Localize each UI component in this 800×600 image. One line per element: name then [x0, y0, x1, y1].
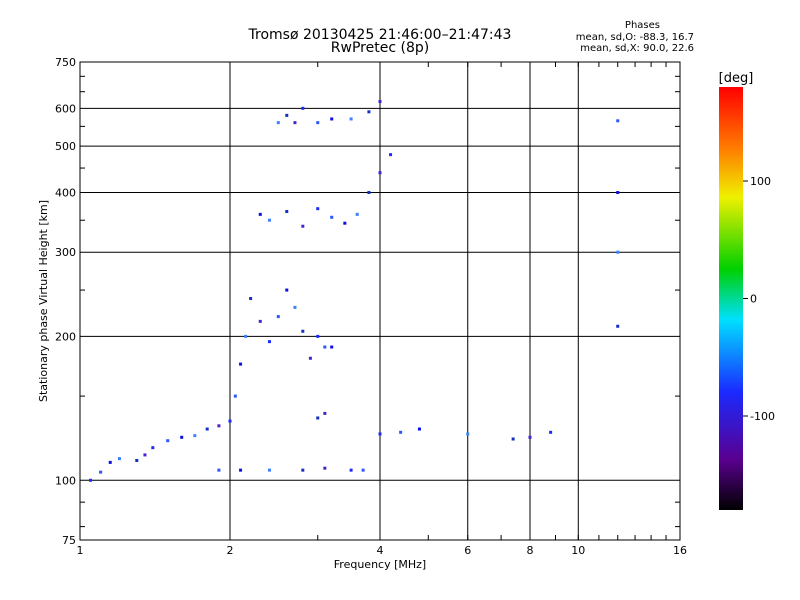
grid-lines	[80, 62, 680, 540]
y-tick-label: 600	[55, 102, 76, 115]
data-point	[355, 212, 359, 216]
x-axis-label: Frequency [MHz]	[334, 558, 426, 571]
data-point	[108, 460, 112, 464]
data-point	[316, 334, 320, 338]
data-point	[349, 468, 353, 472]
data-point	[308, 356, 312, 360]
data-point	[293, 121, 297, 125]
data-point	[166, 439, 170, 443]
data-point	[466, 432, 470, 436]
data-point	[417, 427, 421, 431]
data-point	[285, 210, 289, 214]
y-tick-label: 75	[62, 534, 76, 547]
y-tick-label: 100	[55, 474, 76, 487]
data-point	[316, 207, 320, 211]
data-point	[316, 416, 320, 420]
data-point	[244, 334, 248, 338]
data-point	[323, 345, 327, 349]
x-tick-label: 6	[464, 544, 471, 557]
data-point	[616, 119, 620, 123]
data-point	[528, 435, 532, 439]
x-tick-label: 10	[571, 544, 585, 557]
data-point	[389, 153, 393, 157]
chart-title: Tromsø 20130425 21:46:00–21:47:43	[248, 27, 512, 43]
y-tick-label: 400	[55, 186, 76, 199]
data-point	[293, 305, 297, 309]
data-point	[367, 190, 371, 194]
data-point	[135, 458, 139, 462]
data-point	[549, 430, 553, 434]
data-point	[249, 297, 253, 301]
data-point	[343, 221, 347, 225]
axis-ticks: 1 2 4 6 8 10 16 75 100 200 300 400 500 600 750	[55, 56, 687, 557]
data-point	[193, 434, 197, 438]
data-point	[89, 478, 93, 482]
data-point	[239, 468, 243, 472]
data-point	[180, 435, 184, 439]
data-point	[378, 432, 382, 436]
x-tick-label: 16	[673, 544, 687, 557]
data-point	[267, 218, 271, 222]
data-point	[301, 224, 305, 228]
data-point	[233, 394, 237, 398]
data-point	[258, 319, 262, 323]
data-point	[239, 362, 243, 366]
data-point	[323, 411, 327, 415]
data-point	[285, 113, 289, 117]
y-tick-label: 200	[55, 330, 76, 343]
y-tick-label: 750	[55, 56, 76, 69]
data-point	[399, 430, 403, 434]
data-point	[361, 468, 365, 472]
colorbar	[719, 87, 743, 510]
phase-heading: Phases	[624, 20, 660, 31]
y-tick-label: 500	[55, 140, 76, 153]
data-point	[301, 106, 305, 110]
data-point	[316, 121, 320, 125]
data-point	[367, 110, 371, 114]
data-point	[378, 100, 382, 104]
data-point	[151, 446, 155, 450]
data-point	[117, 457, 121, 461]
data-point	[616, 250, 620, 254]
data-point	[205, 427, 209, 431]
y-tick-label: 300	[55, 246, 76, 259]
data-point	[349, 117, 353, 121]
phase-line-x: mean, sd,X: 90.0, 22.6	[580, 43, 694, 54]
data-point	[267, 340, 271, 344]
data-point	[143, 453, 147, 457]
chart-subtitle: RwPretec (8p)	[330, 40, 430, 56]
data-point	[330, 215, 334, 219]
x-tick-label: 2	[227, 544, 234, 557]
data-point	[616, 324, 620, 328]
data-point	[301, 468, 305, 472]
y-axis-label: Stationary phase Virtual Height [km]	[37, 200, 50, 402]
data-point	[276, 121, 280, 125]
x-tick-label: 8	[527, 544, 534, 557]
data-point	[378, 171, 382, 175]
data-point	[323, 466, 327, 470]
data-point	[616, 190, 620, 194]
phase-line-o: mean, sd,O: -88.3, 16.7	[575, 32, 694, 43]
data-point	[330, 345, 334, 349]
data-point	[267, 468, 271, 472]
data-point	[99, 470, 103, 474]
colorbar-ticks: 100 0 -100	[743, 175, 775, 423]
data-point	[217, 468, 221, 472]
data-point	[258, 212, 262, 216]
colorbar-tick-label: 0	[750, 293, 757, 306]
colorbar-label: [deg]	[719, 71, 754, 86]
data-point	[285, 288, 289, 292]
x-tick-label: 4	[377, 544, 384, 557]
data-point	[301, 329, 305, 333]
data-point	[217, 424, 221, 428]
colorbar-tick-label: -100	[750, 410, 775, 423]
scatter-points	[89, 100, 620, 482]
data-point	[228, 419, 232, 423]
data-point	[511, 437, 515, 441]
x-tick-label: 1	[77, 544, 84, 557]
data-point	[330, 117, 334, 121]
data-point	[276, 315, 280, 319]
colorbar-tick-label: 100	[750, 175, 771, 188]
